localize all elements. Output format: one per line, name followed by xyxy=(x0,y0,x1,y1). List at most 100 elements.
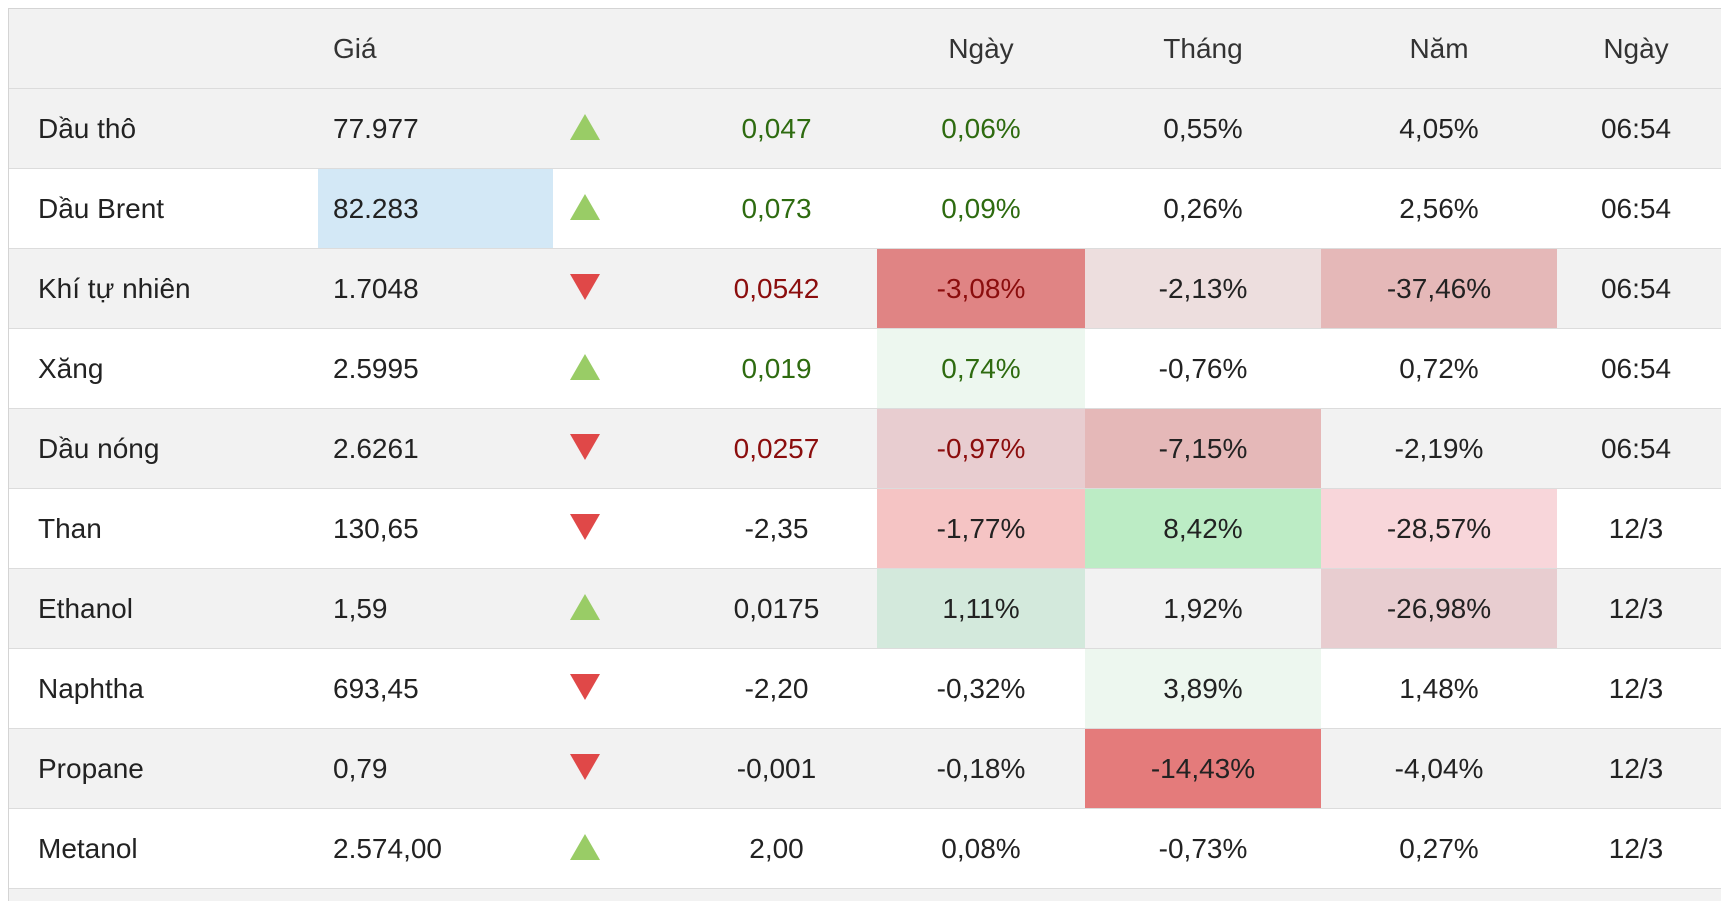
commodity-name[interactable]: Dầu nóng xyxy=(38,432,160,464)
month-pct-cell: -14,43% xyxy=(1085,729,1321,808)
header-change xyxy=(616,9,877,88)
commodity-name[interactable]: Ethanol xyxy=(38,592,133,624)
change-cell: 0,019 xyxy=(741,352,812,384)
direction-icon xyxy=(553,169,616,248)
price-cell: 0,79 xyxy=(333,752,388,784)
header-day[interactable]: Ngày xyxy=(948,32,1014,64)
commodity-name[interactable]: Than xyxy=(38,512,102,544)
time-cell: 06:54 xyxy=(1600,112,1672,144)
month-pct-cell: 1,92% xyxy=(1163,592,1243,624)
table-row[interactable]: Dầu nóng 2.6261 0,0257 -0,97% -7,15% -2,… xyxy=(9,409,1721,489)
month-pct-cell: -0,76% xyxy=(1158,352,1248,384)
price-cell: 2.574,00 xyxy=(333,832,442,864)
change-cell: 2,00 xyxy=(749,832,804,864)
month-pct-cell: 0,26% xyxy=(1163,192,1243,224)
commodity-name[interactable]: Propane xyxy=(38,752,144,784)
direction-icon xyxy=(553,329,616,408)
time-cell: 12/3 xyxy=(1608,752,1664,784)
year-pct-cell: -2,19% xyxy=(1394,432,1484,464)
table-row[interactable]: Naphtha 693,45 -2,20 -0,32% 3,89% 1,48% … xyxy=(9,649,1721,729)
price-cell: 1,59 xyxy=(333,592,388,624)
time-cell: 12/3 xyxy=(1608,512,1664,544)
table-header: Giá Ngày Tháng Năm Ngày xyxy=(9,9,1721,89)
triangle-down-icon xyxy=(569,513,600,540)
price-cell: 77.977 xyxy=(333,112,419,144)
table-row[interactable]: Propane 0,79 -0,001 -0,18% -14,43% -4,04… xyxy=(9,729,1721,809)
month-pct-cell: 0,55% xyxy=(1163,112,1243,144)
price-cell: 1.7048 xyxy=(333,272,419,304)
header-price[interactable]: Giá xyxy=(333,32,377,64)
month-pct-cell: -0,73% xyxy=(1158,832,1248,864)
day-pct-cell: 0,09% xyxy=(941,192,1021,224)
time-cell: 12/3 xyxy=(1608,592,1664,624)
direction-icon xyxy=(553,89,616,168)
commodity-name[interactable]: Dầu Brent xyxy=(38,192,165,224)
day-pct-cell: -3,08% xyxy=(877,249,1085,328)
day-pct-cell: 0,08% xyxy=(941,832,1021,864)
time-cell: 12/3 xyxy=(1608,832,1664,864)
triangle-down-icon xyxy=(569,433,600,460)
commodity-name[interactable]: Metanol xyxy=(38,832,138,864)
price-cell: 693,45 xyxy=(333,672,419,704)
time-cell: 12/3 xyxy=(1608,672,1664,704)
direction-icon xyxy=(553,489,616,568)
price-cell: 130,65 xyxy=(333,512,419,544)
change-cell: 0,047 xyxy=(741,112,812,144)
commodity-name[interactable]: Naphtha xyxy=(38,672,144,704)
day-pct-cell: -0,32% xyxy=(936,672,1026,704)
triangle-up-icon xyxy=(569,593,600,620)
change-cell: -0,001 xyxy=(736,752,817,784)
table-row[interactable]: Ethanol 1,59 0,0175 1,11% 1,92% -26,98% … xyxy=(9,569,1721,649)
year-pct-cell: -37,46% xyxy=(1321,249,1557,328)
table-row[interactable]: Than 130,65 -2,35 -1,77% 8,42% -28,57% 1… xyxy=(9,489,1721,569)
change-cell: 0,0175 xyxy=(733,592,820,624)
header-month[interactable]: Tháng xyxy=(1163,32,1243,64)
header-year[interactable]: Năm xyxy=(1409,32,1469,64)
year-pct-cell: 1,48% xyxy=(1399,672,1479,704)
day-pct-cell: 0,74% xyxy=(877,329,1085,408)
table-row-partial xyxy=(9,889,1721,901)
price-cell-highlighted: 82.283 xyxy=(318,169,553,248)
table-row[interactable]: Dầu Brent 82.283 0,073 0,09% 0,26% 2,56%… xyxy=(9,169,1721,249)
change-cell: 0,0257 xyxy=(733,432,820,464)
month-pct-cell: 8,42% xyxy=(1085,489,1321,568)
commodity-name[interactable]: Xăng xyxy=(38,352,104,384)
table-row[interactable]: Xăng 2.5995 0,019 0,74% -0,76% 0,72% 06:… xyxy=(9,329,1721,409)
change-cell: 0,073 xyxy=(741,192,812,224)
time-cell: 06:54 xyxy=(1600,192,1672,224)
header-time[interactable]: Ngày xyxy=(1603,32,1669,64)
change-cell: 0,0542 xyxy=(733,272,820,304)
month-pct-cell: 3,89% xyxy=(1085,649,1321,728)
commodity-name[interactable]: Dầu thô xyxy=(38,112,137,144)
triangle-up-icon xyxy=(569,353,600,380)
direction-icon xyxy=(553,809,616,888)
direction-icon xyxy=(553,409,616,488)
commodity-name[interactable]: Khí tự nhiên xyxy=(38,272,191,304)
header-name xyxy=(9,9,318,88)
change-cell: -2,20 xyxy=(744,672,809,704)
year-pct-cell: -4,04% xyxy=(1394,752,1484,784)
commodities-table: Giá Ngày Tháng Năm Ngày Dầu thô 77.977 0… xyxy=(8,8,1721,901)
triangle-up-icon xyxy=(569,833,600,860)
year-pct-cell: 2,56% xyxy=(1399,192,1479,224)
month-pct-cell: -2,13% xyxy=(1085,249,1321,328)
direction-icon xyxy=(553,649,616,728)
day-pct-cell: -0,97% xyxy=(877,409,1085,488)
day-pct-cell: 1,11% xyxy=(877,569,1085,648)
triangle-up-icon xyxy=(569,193,600,220)
table-row[interactable]: Metanol 2.574,00 2,00 0,08% -0,73% 0,27%… xyxy=(9,809,1721,889)
triangle-up-icon xyxy=(569,113,600,140)
direction-icon xyxy=(553,249,616,328)
direction-icon xyxy=(553,729,616,808)
day-pct-cell: -0,18% xyxy=(936,752,1026,784)
triangle-down-icon xyxy=(569,753,600,780)
header-arrow xyxy=(553,9,616,88)
direction-icon xyxy=(553,569,616,648)
triangle-down-icon xyxy=(569,273,600,300)
time-cell: 06:54 xyxy=(1600,432,1672,464)
table-row[interactable]: Dầu thô 77.977 0,047 0,06% 0,55% 4,05% 0… xyxy=(9,89,1721,169)
year-pct-cell: -26,98% xyxy=(1321,569,1557,648)
table-row[interactable]: Khí tự nhiên 1.7048 0,0542 -3,08% -2,13%… xyxy=(9,249,1721,329)
day-pct-cell: 0,06% xyxy=(941,112,1021,144)
triangle-down-icon xyxy=(569,673,600,700)
